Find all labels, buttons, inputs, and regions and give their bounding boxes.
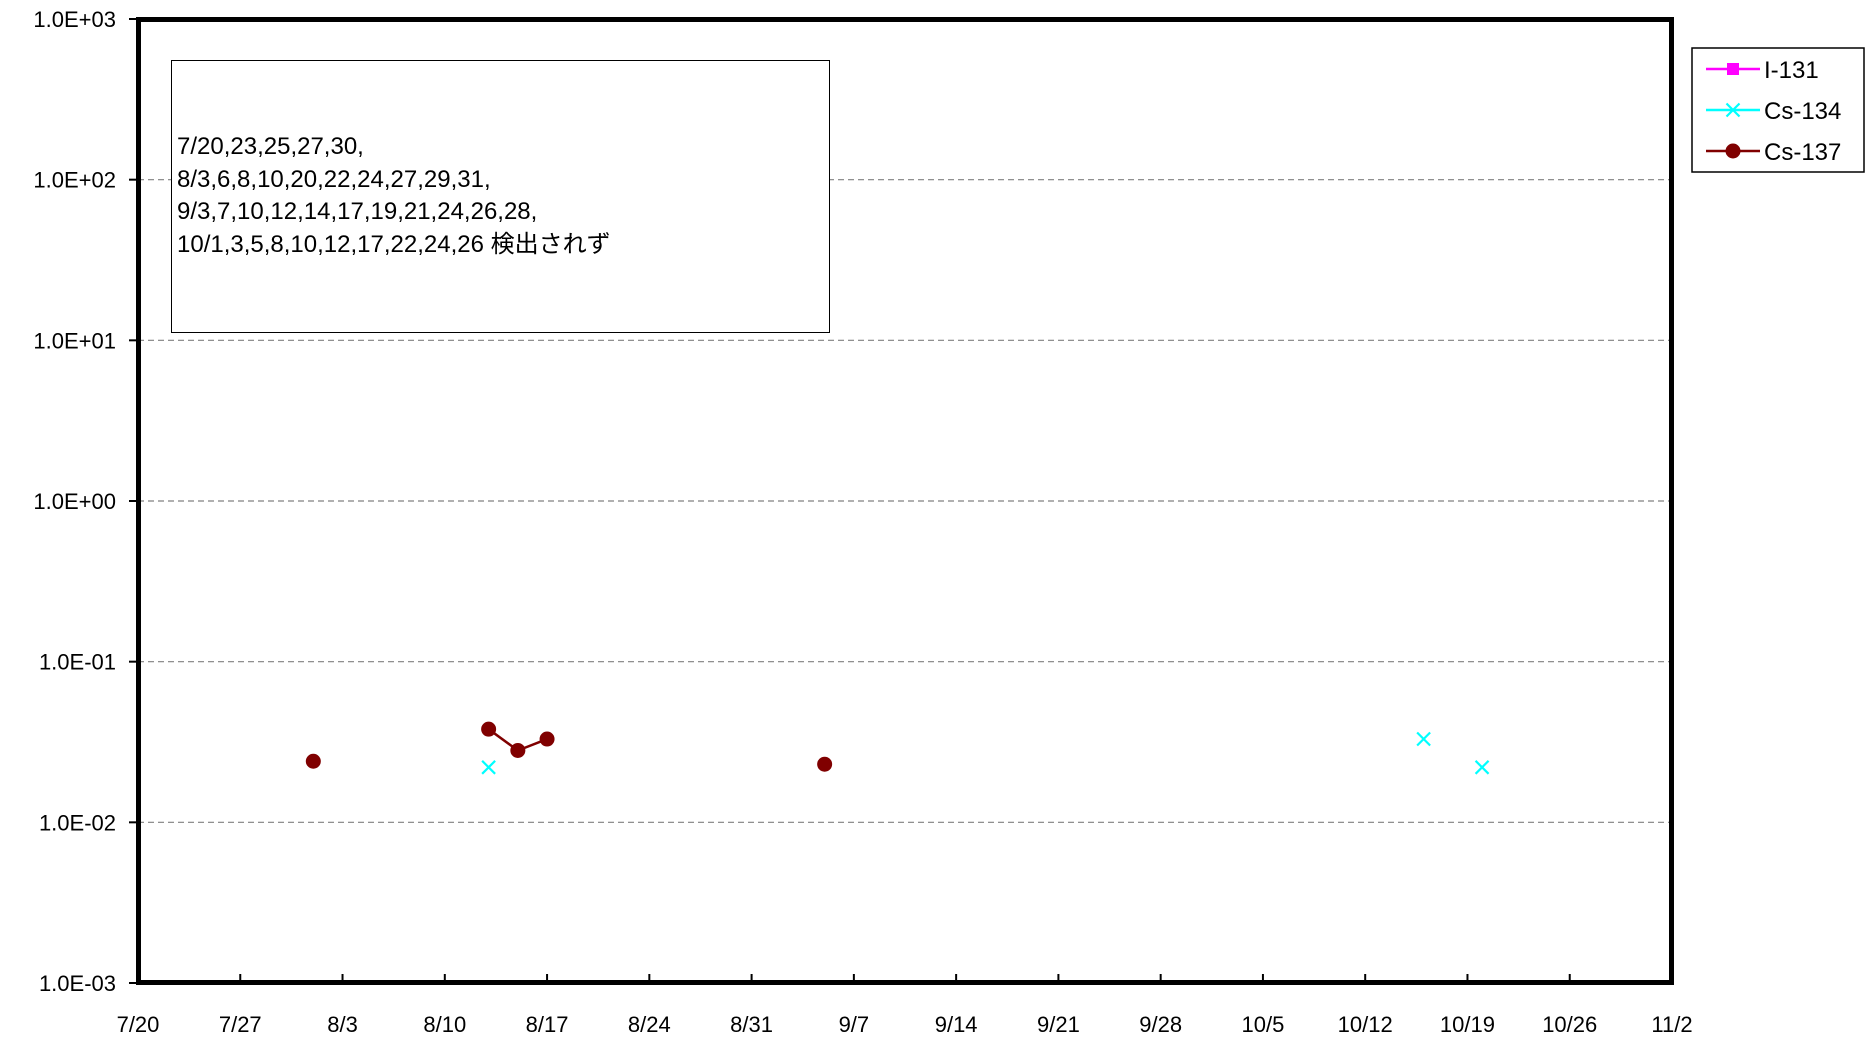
annotation-line: 9/3,7,10,12,14,17,19,21,24,26,28, — [177, 198, 538, 225]
data-point — [481, 760, 496, 775]
data-point — [1474, 760, 1490, 775]
x-tick-label: 8/31 — [730, 1012, 773, 1037]
x-tick-label: 8/24 — [628, 1012, 671, 1037]
x-tick-label: 8/17 — [526, 1012, 569, 1037]
y-tick-label: 1.0E+01 — [33, 328, 116, 353]
x-tick-label: 8/3 — [327, 1012, 358, 1037]
y-tick-label: 1.0E-01 — [39, 650, 116, 675]
data-point — [539, 731, 555, 747]
x-tick-label: 11/2 — [1651, 1012, 1692, 1037]
y-tick-label: 1.0E+00 — [33, 489, 116, 514]
x-tick-label: 9/7 — [839, 1012, 870, 1037]
annotation-box: 7/20,23,25,27,30, 8/3,6,8,10,20,22,24,27… — [171, 60, 830, 333]
data-point — [817, 756, 833, 772]
legend-marker — [1727, 63, 1739, 75]
annotation-line: 8/3,6,8,10,20,22,24,27,29,31, — [177, 165, 491, 193]
data-point — [1416, 731, 1431, 747]
x-tick-label: 10/26 — [1542, 1012, 1597, 1037]
x-tick-label: 9/14 — [935, 1012, 978, 1037]
x-tick-label: 10/5 — [1242, 1012, 1285, 1037]
plot-area-border — [136, 17, 1674, 985]
x-tick-label: 10/12 — [1338, 1012, 1393, 1037]
series — [305, 721, 1490, 775]
x-tick-label: 7/20 — [117, 1012, 160, 1037]
y-tick-label: 1.0E-02 — [39, 810, 116, 835]
x-tick-label: 9/21 — [1037, 1012, 1080, 1037]
legend: I-131 Cs-134 Cs-137 — [1691, 47, 1865, 173]
x-tick-label: 10/19 — [1440, 1012, 1495, 1037]
x-axis: 7/20 7/27 8/3 8/10 8/17 8/24 8/31 9/7 9/14 9/21 9/… — [117, 974, 1693, 1037]
data-point — [305, 753, 321, 769]
data-point — [510, 742, 526, 758]
annotation-line: 7/20,23,25,27,30, — [177, 133, 364, 160]
annotation-line: 10/1,3,5,8,10,12,17,22,24,26 検出されず — [177, 230, 611, 258]
x-tick-label: 9/28 — [1139, 1012, 1182, 1037]
legend-item: Cs-134 — [1706, 98, 1841, 125]
legend-marker — [1725, 143, 1741, 159]
series-cs-137 — [305, 721, 833, 772]
x-tick-label: 8/10 — [423, 1012, 466, 1037]
legend-label: Cs-134 — [1764, 98, 1841, 125]
series-cs-134 — [481, 731, 1490, 775]
legend-marker — [1725, 102, 1741, 118]
y-axis: 1.0E-03 1.0E-02 1.0E-01 1.0E+00 1.0E+01 1.0E+… — [33, 7, 138, 996]
y-tick-label: 1.0E+03 — [33, 7, 116, 32]
y-tick-label: 1.0E-03 — [39, 971, 116, 996]
x-tick-label: 7/27 — [219, 1012, 262, 1037]
legend-label: I-131 — [1764, 57, 1819, 84]
legend-item: Cs-137 — [1706, 139, 1841, 166]
legend-label: Cs-137 — [1764, 139, 1841, 166]
y-tick-label: 1.0E+02 — [33, 168, 116, 193]
data-point — [481, 721, 497, 737]
legend-item: I-131 — [1706, 57, 1819, 84]
